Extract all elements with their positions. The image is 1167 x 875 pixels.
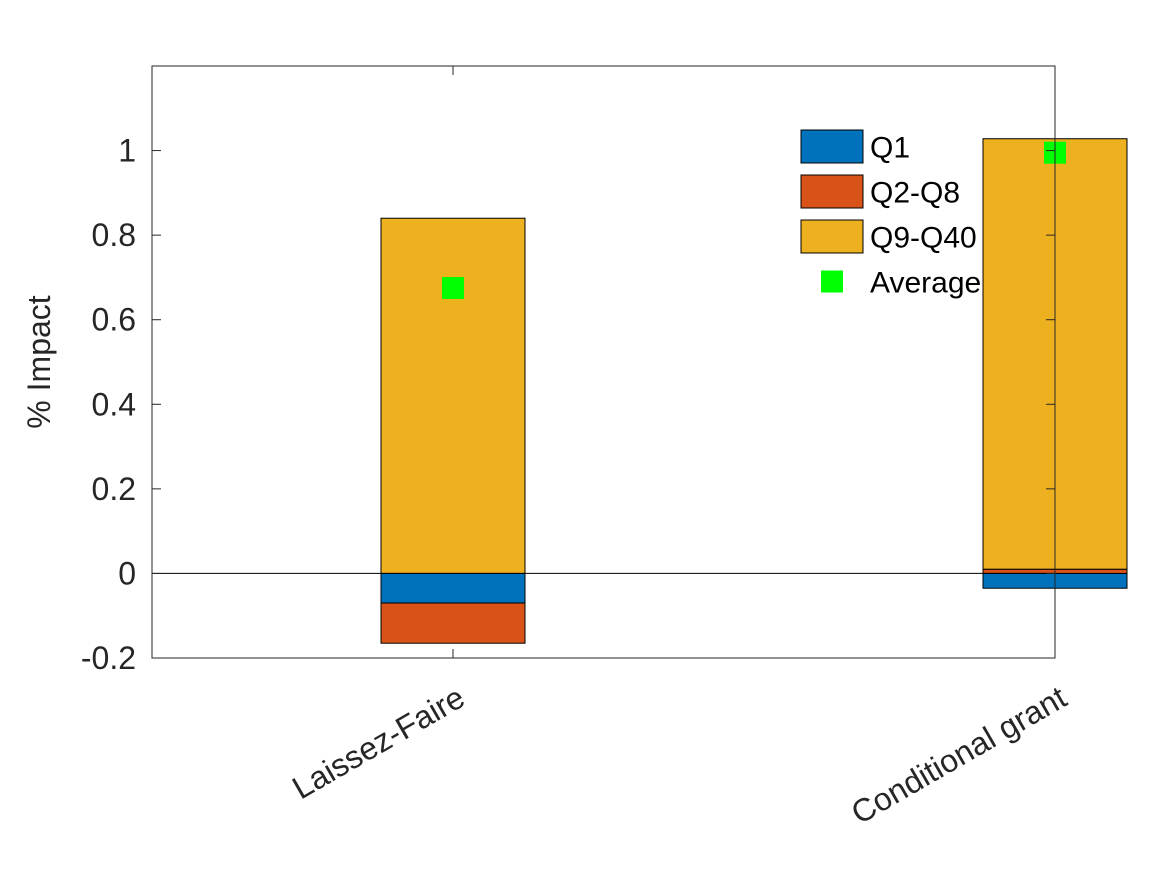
legend-swatch bbox=[800, 174, 864, 209]
legend-swatch bbox=[800, 219, 864, 254]
legend: Q1 Q2-Q8 Q9-Q40 Average bbox=[800, 129, 981, 300]
bar-1-q9-q40 bbox=[380, 217, 526, 574]
legend-label: Q1 bbox=[870, 132, 910, 165]
y-axis: -0.2 0 0.2 0.4 0.6 0.8 1 bbox=[81, 133, 1055, 676]
y-axis-title: % Impact bbox=[21, 295, 57, 428]
legend-label: Q9-Q40 bbox=[870, 222, 977, 255]
legend-marker bbox=[821, 270, 843, 293]
y-tick-label: 0.8 bbox=[92, 217, 136, 253]
legend-label: Q2-Q8 bbox=[870, 177, 960, 210]
y-tick-label: 0.2 bbox=[92, 471, 136, 507]
y-tick-label: -0.2 bbox=[81, 640, 136, 676]
bar-1-q2-q8 bbox=[380, 602, 526, 644]
plot-frame bbox=[151, 65, 1056, 659]
plot-background bbox=[152, 66, 1055, 658]
y-tick-label: 0 bbox=[118, 555, 136, 591]
bar-1-q1 bbox=[380, 572, 526, 604]
legend-swatch bbox=[800, 129, 864, 164]
y-tick-label: 0.4 bbox=[92, 386, 136, 422]
y-tick-label: 1 bbox=[118, 133, 136, 169]
y-tick-label: 0.6 bbox=[92, 302, 136, 338]
legend-label: Average bbox=[870, 267, 981, 300]
average-marker-1 bbox=[442, 277, 464, 299]
x-tick-label: Laissez-Faire bbox=[286, 679, 470, 806]
x-tick-label: Conditional grant bbox=[845, 679, 1073, 831]
